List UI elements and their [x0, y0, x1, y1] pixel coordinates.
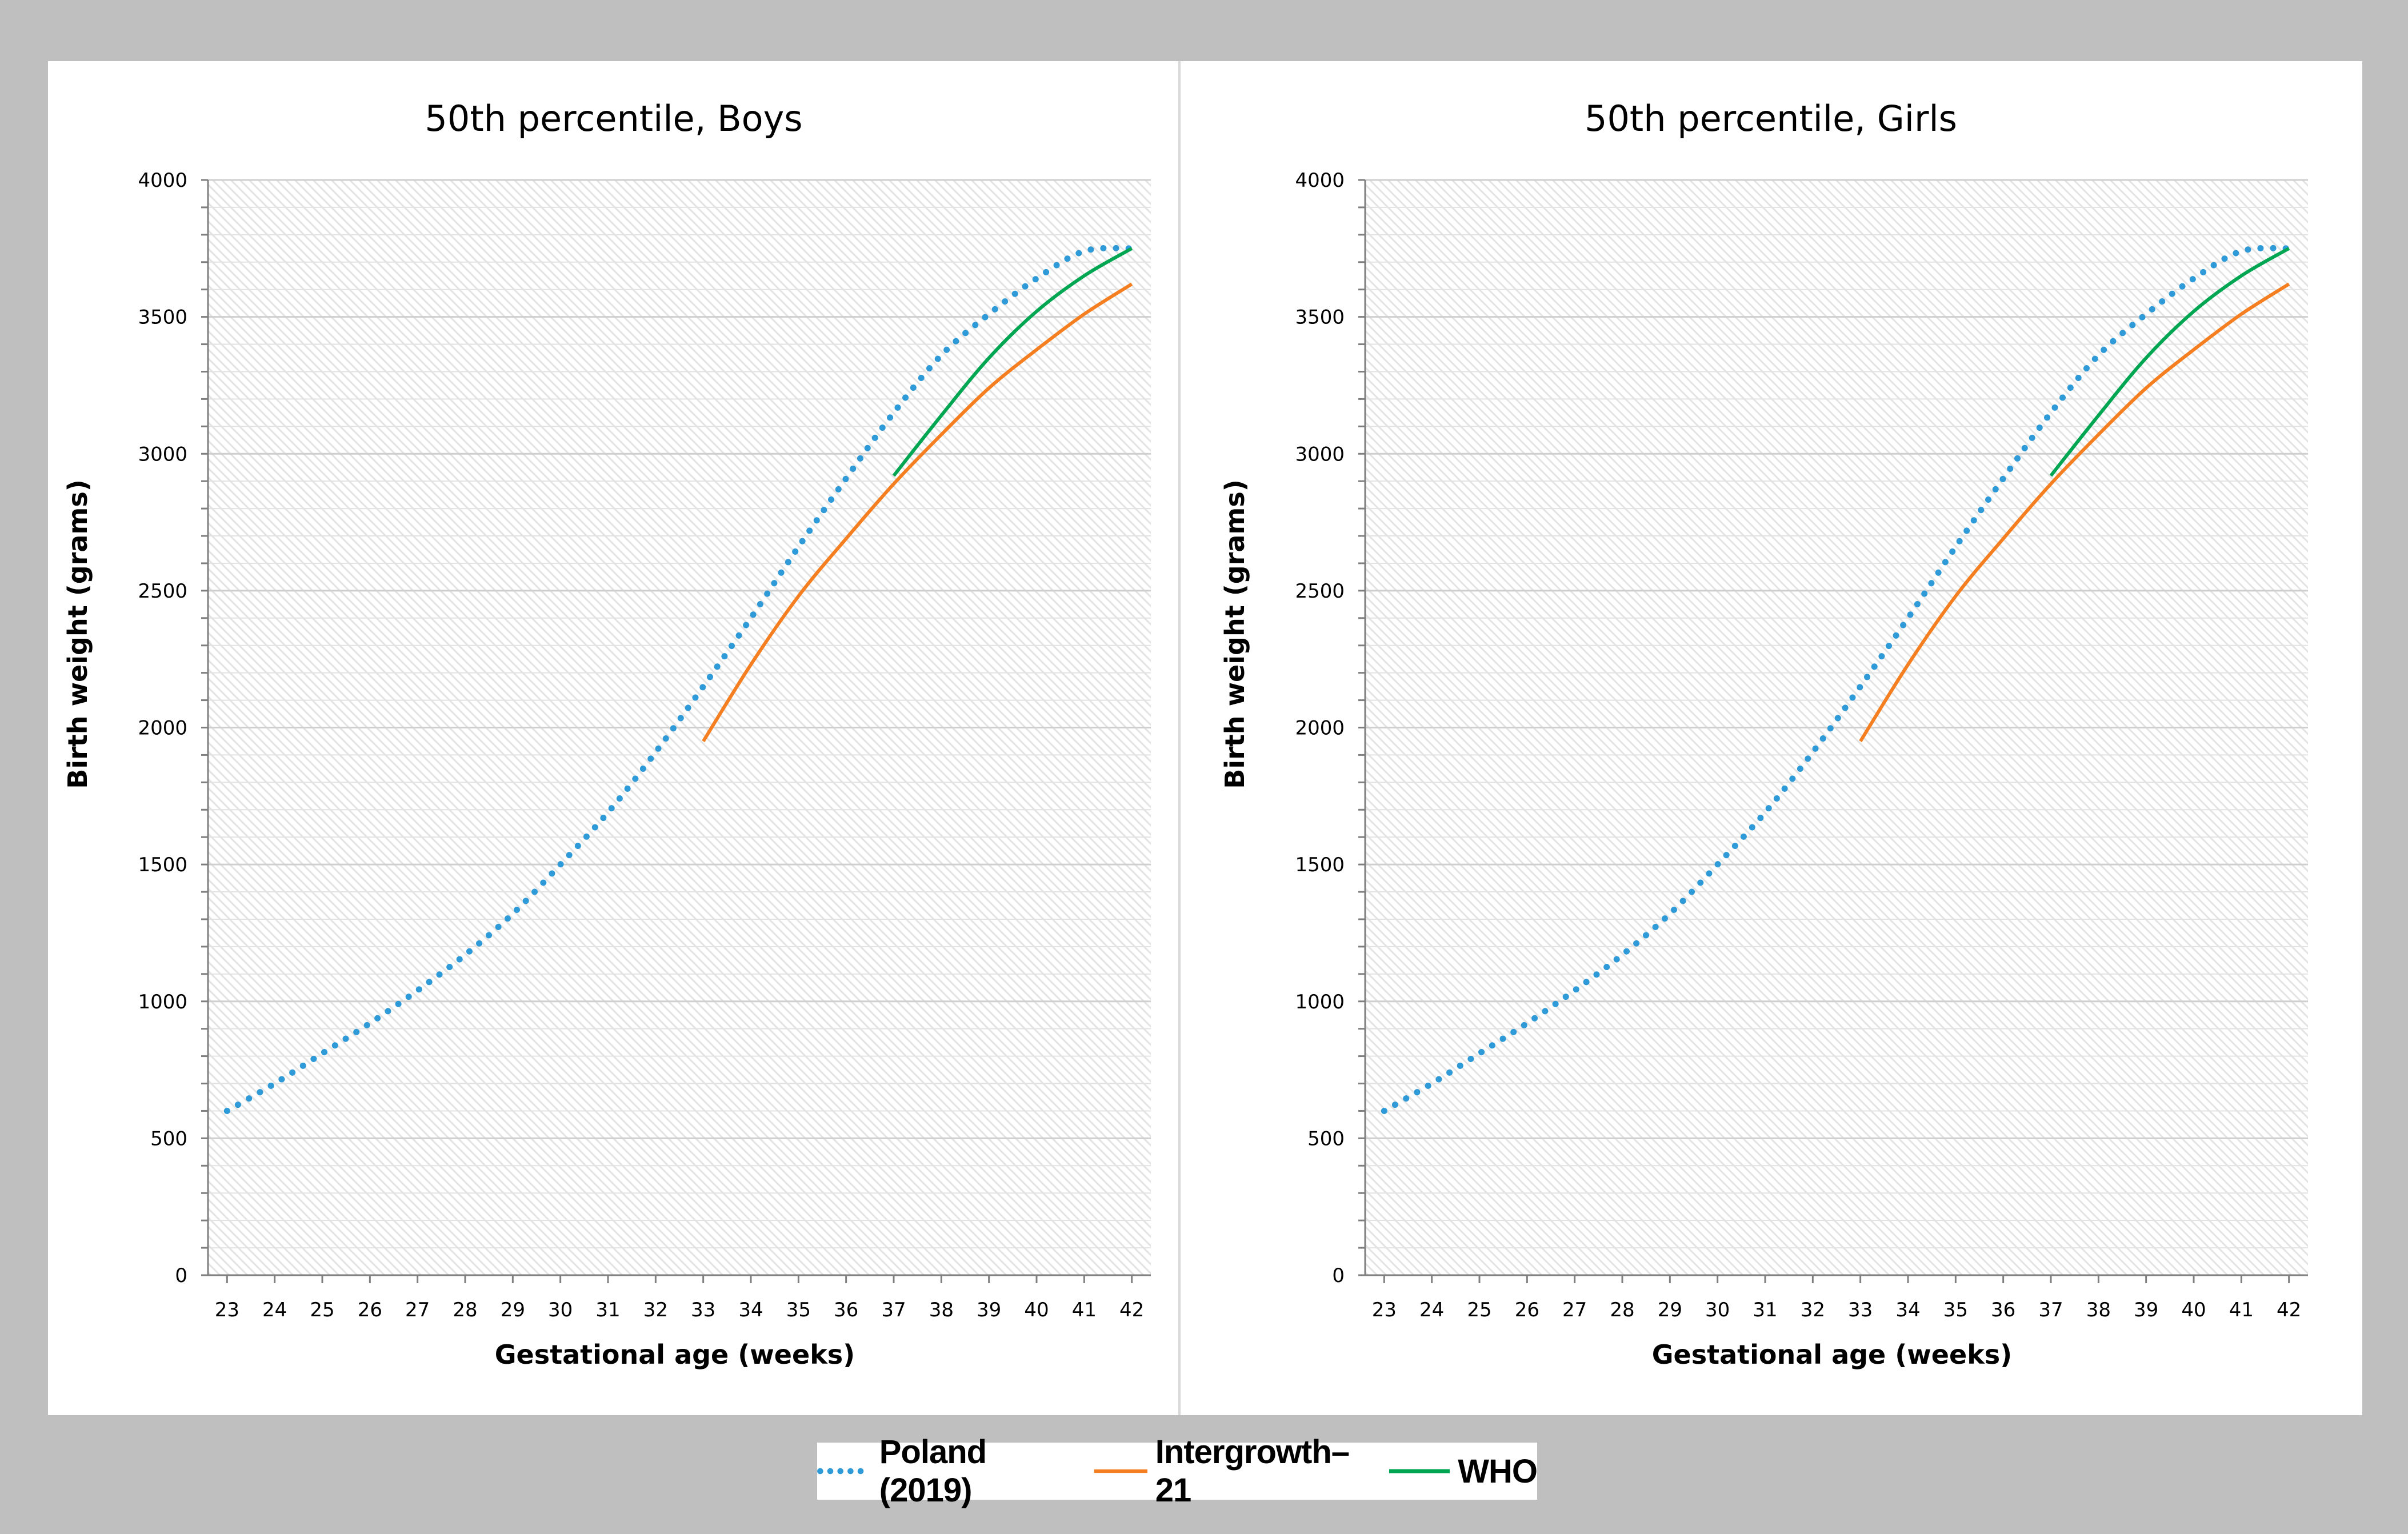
gridlines [1365, 179, 2308, 1249]
series-line-intergrowth-21 [702, 282, 1133, 743]
x-tick-label: 42 [1119, 1299, 1144, 1321]
chart-title: 50th percentile, Boys [425, 98, 802, 139]
x-tick-label: 29 [501, 1299, 525, 1321]
y-axis-label: Birth weight (grams) [62, 479, 93, 788]
x-tick-label: 36 [834, 1299, 858, 1321]
y-tick-label: 500 [150, 1127, 187, 1150]
y-tick-label: 2000 [1295, 717, 1345, 740]
x-tick-label: 27 [405, 1299, 430, 1321]
y-tick-label: 2500 [138, 580, 187, 603]
series-line-who [2049, 247, 2290, 477]
legend: Poland (2019) Intergrowth–21 WHO [817, 1433, 1538, 1509]
x-tick-label: 26 [358, 1299, 382, 1321]
legend-swatch-intergrowth [1094, 1469, 1148, 1473]
y-tick-label: 3000 [138, 443, 187, 466]
x-tick-label: 36 [1991, 1299, 2015, 1321]
x-tick-label: 25 [1467, 1299, 1491, 1321]
y-tick-label: 3500 [1295, 306, 1345, 329]
x-tick-label: 29 [1658, 1299, 1682, 1321]
x-tick-label: 38 [2086, 1299, 2111, 1321]
y-tick-label: 4000 [138, 169, 187, 192]
x-tick-label: 42 [2277, 1299, 2301, 1321]
x-tick-label: 33 [1848, 1299, 1873, 1321]
chart-title: 50th percentile, Girls [1585, 98, 1957, 139]
x-tick-label: 30 [1705, 1299, 1730, 1321]
series-line-intergrowth-21 [1859, 282, 2290, 743]
x-tick-label: 31 [595, 1299, 620, 1321]
panel-divider [1178, 61, 1181, 1415]
y-axis-label: Birth weight (grams) [1219, 479, 1250, 788]
y-tick-label: 3500 [138, 306, 187, 329]
y-tick-label: 1000 [1295, 991, 1345, 1014]
x-tick-label: 33 [691, 1299, 715, 1321]
x-tick-label: 37 [2038, 1299, 2063, 1321]
x-tick-label: 35 [786, 1299, 811, 1321]
series-line-who [892, 247, 1133, 477]
legend-label: Intergrowth–21 [1155, 1433, 1350, 1509]
x-tick-label: 23 [1372, 1299, 1397, 1321]
chart-boys: 50th percentile, Boys Birth weight (gram… [62, 98, 1151, 1370]
x-axis-label: Gestational age (weeks) [495, 1339, 855, 1370]
x-tick-label: 41 [2229, 1299, 2254, 1321]
x-tick-label: 32 [1801, 1299, 1825, 1321]
x-tick-label: 24 [1419, 1299, 1444, 1321]
y-tick-label: 0 [175, 1264, 187, 1287]
x-tick-label: 23 [215, 1299, 239, 1321]
legend-label: WHO [1458, 1452, 1538, 1490]
x-tick-label: 39 [977, 1299, 1001, 1321]
x-tick-label: 40 [1024, 1299, 1049, 1321]
x-tick-label: 27 [1562, 1299, 1587, 1321]
legend-item-intergrowth[interactable]: Intergrowth–21 [1093, 1433, 1357, 1509]
legend-swatch-poland [817, 1468, 873, 1475]
gridlines [208, 179, 1151, 1249]
legend-swatch-who [1389, 1469, 1450, 1473]
x-tick-label: 28 [1610, 1299, 1634, 1321]
x-tick-label: 24 [262, 1299, 287, 1321]
x-axis-label: Gestational age (weeks) [1652, 1339, 2012, 1370]
x-tick-label: 39 [2134, 1299, 2158, 1321]
chart-girls: 50th percentile, Girls Birth weight (gra… [1219, 98, 2308, 1370]
y-tick-label: 2000 [138, 717, 187, 740]
x-tick-label: 28 [453, 1299, 477, 1321]
x-tick-label: 34 [1895, 1299, 1920, 1321]
x-tick-label: 41 [1072, 1299, 1097, 1321]
y-tick-label: 2500 [1295, 580, 1345, 603]
x-tick-label: 35 [1943, 1299, 1968, 1321]
y-tick-label: 3000 [1295, 443, 1345, 466]
x-tick-label: 26 [1515, 1299, 1539, 1321]
y-tick-label: 4000 [1295, 169, 1345, 192]
x-tick-label: 40 [2181, 1299, 2206, 1321]
x-tick-label: 37 [881, 1299, 906, 1321]
legend-item-poland[interactable]: Poland (2019) [817, 1433, 1062, 1509]
y-tick-label: 1500 [1295, 854, 1345, 876]
legend-item-who[interactable]: WHO [1388, 1452, 1538, 1491]
x-tick-label: 32 [643, 1299, 668, 1321]
x-tick-label: 25 [310, 1299, 334, 1321]
y-tick-label: 1500 [138, 854, 187, 876]
x-tick-label: 31 [1753, 1299, 1777, 1321]
legend-label: Poland (2019) [879, 1433, 987, 1509]
y-tick-label: 1000 [138, 991, 187, 1014]
x-tick-label: 34 [738, 1299, 763, 1321]
y-tick-label: 500 [1307, 1127, 1345, 1150]
x-tick-label: 30 [548, 1299, 573, 1321]
y-tick-label: 0 [1332, 1264, 1345, 1287]
x-tick-label: 38 [929, 1299, 954, 1321]
